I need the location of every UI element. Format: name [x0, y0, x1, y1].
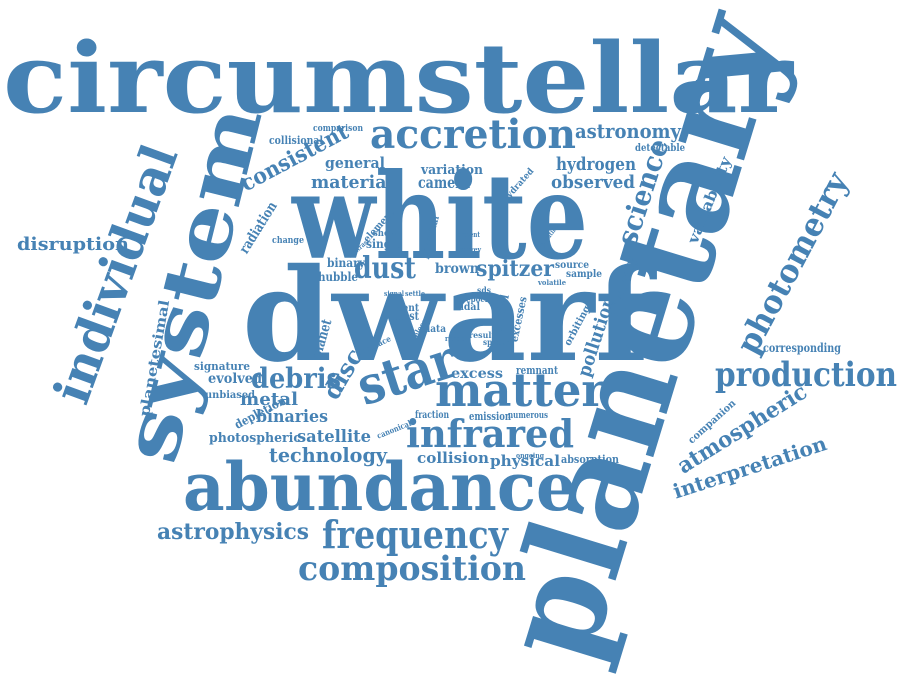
word-circumstellar: circumstellar — [3, 22, 795, 135]
word-epoch: epoch — [466, 294, 490, 304]
word-technology: technology — [269, 443, 388, 467]
word-emission: emission — [469, 410, 511, 423]
word-debris: debris — [251, 362, 341, 395]
word-white: white — [290, 147, 588, 286]
word-hydrogen: hydrogen — [556, 154, 636, 175]
word-evolved: evolved — [208, 371, 262, 387]
word-single: single — [366, 237, 402, 251]
word-general: general — [325, 154, 385, 172]
word-present: present — [456, 230, 481, 239]
word-volatile: volatile — [537, 278, 566, 287]
word-physical: physical — [490, 452, 560, 470]
word-detectable: detectable — [635, 143, 685, 154]
word-dust: dust — [354, 251, 416, 286]
word-cent: cent — [397, 303, 419, 314]
word-sds: sds — [477, 285, 491, 295]
word-matter: matter — [435, 363, 606, 417]
word-camera: camera — [418, 173, 470, 192]
word-hubble: hubble — [318, 270, 358, 284]
word-brown: brown — [435, 261, 479, 277]
word-settle: settle — [405, 289, 425, 298]
word-satellite: satellite — [297, 427, 371, 447]
word-data: data — [424, 324, 446, 335]
word-collision: collision — [417, 449, 489, 467]
word-signature: signature — [194, 360, 250, 373]
word-fraction: fraction — [415, 410, 450, 421]
word-tidal: tidal — [456, 302, 480, 313]
word-infrared: infrared — [406, 411, 574, 456]
word-frequency: frequency — [322, 512, 509, 557]
word-photospheric: photospheric — [209, 431, 301, 446]
word-change: change — [272, 236, 304, 246]
word-accretion: accretion — [370, 111, 576, 158]
word-unbiased: unbiased — [205, 390, 255, 401]
word-survey: survey — [459, 245, 482, 254]
word-astrophysics: astrophysics — [157, 519, 309, 545]
word-ongoing: ongoing — [516, 451, 544, 460]
word-numerous: numerous — [508, 411, 548, 421]
word-sample: sample — [566, 269, 602, 280]
word-excess: excess — [451, 366, 503, 382]
word-signal: signal — [384, 289, 404, 298]
word-most: most — [393, 309, 419, 323]
word-collisional: collisional — [269, 134, 323, 147]
word-metal: metal — [240, 389, 298, 410]
word-spitzer: spitzer — [476, 256, 554, 282]
word-absorption: absorption — [561, 453, 619, 466]
word-observed: observed — [551, 172, 635, 193]
word-astronomy: astronomy — [575, 119, 682, 143]
word-production: production — [715, 355, 897, 395]
word-binaries: binaries — [256, 407, 328, 427]
word-corresponding: corresponding — [763, 341, 841, 355]
word-material: material — [311, 172, 393, 193]
word-result: result — [469, 330, 495, 340]
word-show: show — [373, 229, 397, 239]
word-abundance: abundance — [183, 448, 577, 526]
word-variation: variation — [420, 163, 483, 178]
word-dwarf: dwarf — [242, 241, 657, 391]
word-comparison: comparison — [313, 124, 363, 134]
word-binary: binary — [327, 256, 366, 270]
word-spectra: spectra — [483, 337, 513, 347]
word-disruption: disruption — [17, 234, 129, 255]
word-range: range — [445, 334, 465, 343]
word-source: source — [555, 260, 589, 271]
word-remnant: remnant — [516, 364, 559, 377]
word-composition: composition — [298, 549, 526, 589]
